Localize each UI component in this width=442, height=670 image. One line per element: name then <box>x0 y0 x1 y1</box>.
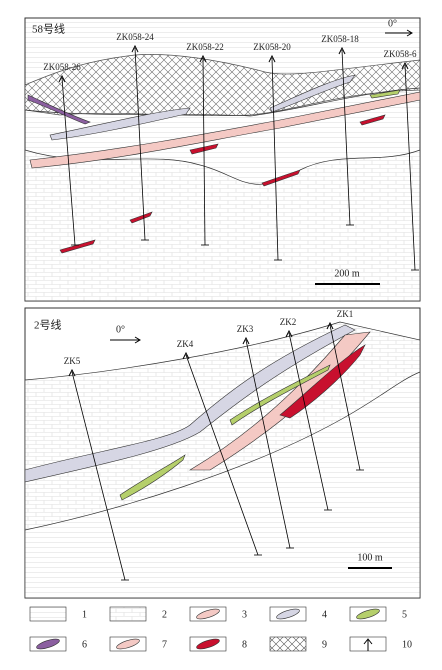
hole-marker <box>401 61 409 70</box>
ore-body <box>59 239 96 254</box>
ore-body <box>279 344 366 419</box>
hole-marker <box>326 321 334 330</box>
scale-label: 100 m <box>357 552 383 563</box>
hole-marker <box>199 54 207 63</box>
ore-body <box>49 107 191 141</box>
scale-label: 200 m <box>334 268 360 279</box>
ore-body <box>24 324 356 483</box>
legend-label: 2 <box>162 609 167 620</box>
section-title: 58号线 <box>32 22 65 36</box>
legend-lens <box>36 638 60 650</box>
drill-hole <box>404 64 416 271</box>
legend-label: 8 <box>242 639 247 650</box>
hole-label: ZK1 <box>337 309 354 319</box>
ore-body <box>269 74 356 113</box>
hole-label: ZK4 <box>177 339 194 349</box>
legend-swatch <box>269 636 307 652</box>
legend-label: 5 <box>402 609 407 620</box>
legend-label: 7 <box>162 639 167 650</box>
legend-lens <box>196 638 220 650</box>
orientation: 0° <box>116 324 125 335</box>
hole-label: ZK058-24 <box>116 32 154 42</box>
hole-label: ZK058-22 <box>186 42 224 52</box>
hole-marker <box>338 46 346 55</box>
drill-hole <box>245 339 291 549</box>
ore-body <box>369 89 401 99</box>
contact <box>24 87 421 117</box>
drill-hole <box>202 57 206 246</box>
drill-hole <box>271 57 279 261</box>
ore-body <box>129 211 153 224</box>
section-2: 2号线 0° 100 m <box>24 307 421 599</box>
hole-label: ZK058-6 <box>384 49 417 59</box>
hole-marker <box>242 336 250 345</box>
drill-holes: ZK058-26 ZK058-24 ZK058-22 ZK058-20 ZK058-18… <box>43 32 419 581</box>
drill-hole <box>134 47 146 241</box>
legend-hole <box>363 638 373 651</box>
legend-lens <box>116 638 140 650</box>
limestone <box>24 149 421 302</box>
legend: 1 2 3 4 5 6 7 8 9 10 <box>29 606 412 652</box>
shale <box>24 371 421 599</box>
orientation: 0° <box>388 18 397 29</box>
hole-label: ZK058-18 <box>321 34 359 44</box>
ore-body <box>261 169 301 187</box>
hole-marker <box>182 351 190 360</box>
hole-marker <box>131 44 139 53</box>
legend-label: 4 <box>322 609 327 620</box>
ore-body <box>359 114 386 126</box>
legend-label: 1 <box>82 609 87 620</box>
ore-body <box>229 364 331 426</box>
drill-hole <box>71 371 126 581</box>
legend-swatch <box>109 606 147 622</box>
legend-swatch <box>29 606 67 622</box>
hole-label: ZK058-20 <box>253 42 291 52</box>
drill-hole <box>341 49 351 226</box>
north-arrow <box>134 336 141 344</box>
drill-hole <box>185 354 259 556</box>
ore-body <box>29 91 421 169</box>
hole-marker <box>68 368 76 377</box>
north-arrow <box>406 29 413 37</box>
legend-label: 6 <box>82 639 87 650</box>
legend-label: 9 <box>322 639 327 650</box>
hole-label: ZK2 <box>280 317 297 327</box>
hole-marker <box>285 329 293 338</box>
drill-hole <box>61 77 76 246</box>
legend-lens <box>356 608 380 620</box>
hole-marker <box>58 74 66 83</box>
hole-label: ZK058-26 <box>43 62 81 72</box>
drill-hole <box>329 324 361 471</box>
hole-label: ZK5 <box>64 356 81 366</box>
section-58: 58号线 0° 200 m <box>24 17 421 302</box>
legend-label: 10 <box>402 639 412 650</box>
section-title: 2号线 <box>34 318 62 332</box>
hole-marker <box>268 54 276 63</box>
legend-lens <box>276 608 300 620</box>
legend-lens <box>196 608 220 620</box>
ore-body <box>27 94 91 125</box>
ore-body <box>119 454 186 501</box>
legend-label: 3 <box>242 609 247 620</box>
ore-body <box>188 331 371 471</box>
drill-hole <box>288 332 329 511</box>
hole-label: ZK3 <box>237 324 254 334</box>
